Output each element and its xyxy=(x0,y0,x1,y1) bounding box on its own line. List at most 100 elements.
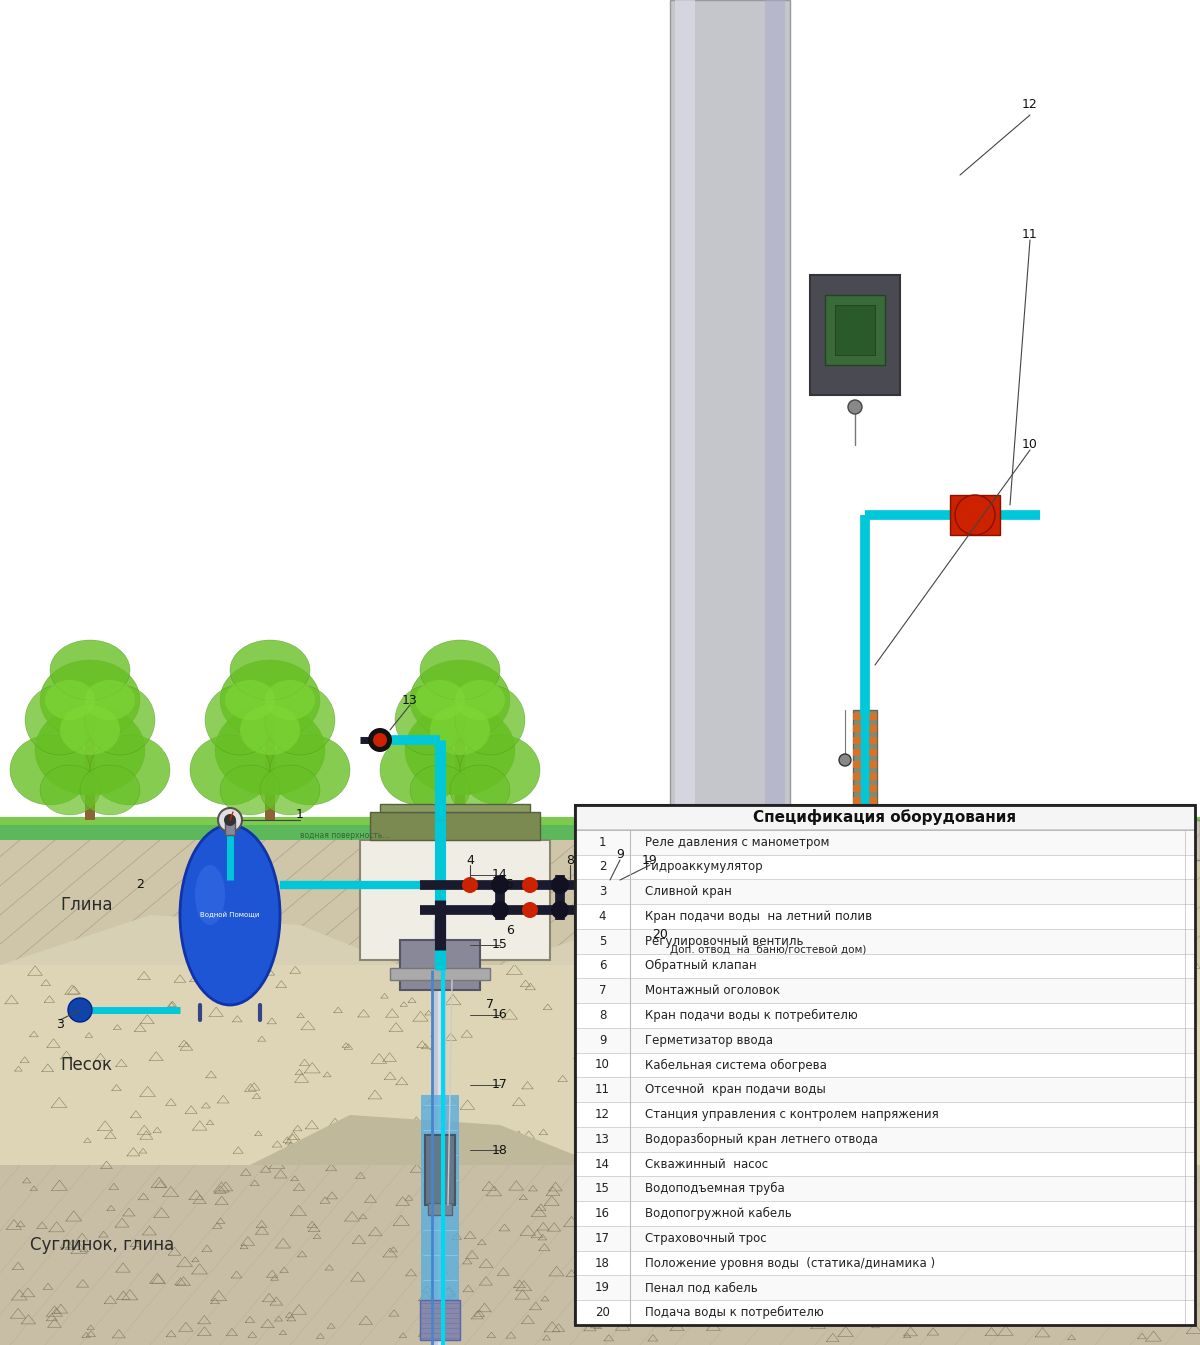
Bar xyxy=(575,854,1195,880)
Ellipse shape xyxy=(265,681,314,720)
Bar xyxy=(226,820,235,835)
Text: 9: 9 xyxy=(616,849,624,862)
Ellipse shape xyxy=(205,685,275,755)
Text: 11: 11 xyxy=(595,1083,610,1096)
Circle shape xyxy=(373,733,386,746)
Bar xyxy=(766,0,785,920)
Bar xyxy=(360,841,550,960)
Circle shape xyxy=(839,755,851,767)
Text: 4: 4 xyxy=(599,911,606,923)
Bar xyxy=(853,869,877,876)
Bar xyxy=(853,917,877,924)
Bar xyxy=(0,824,1200,841)
Circle shape xyxy=(218,808,242,833)
Circle shape xyxy=(588,868,612,892)
Text: 17: 17 xyxy=(492,1079,508,1092)
Text: 15: 15 xyxy=(595,1182,610,1196)
Circle shape xyxy=(582,877,598,893)
Text: 4: 4 xyxy=(466,854,474,866)
Circle shape xyxy=(522,877,538,893)
Text: Обратный клапан: Обратный клапан xyxy=(646,959,757,972)
Ellipse shape xyxy=(415,681,466,720)
Bar xyxy=(853,785,877,792)
Ellipse shape xyxy=(10,734,90,806)
Text: Кран подачи воды к потребителю: Кран подачи воды к потребителю xyxy=(646,1009,858,1022)
Bar xyxy=(853,905,877,912)
Bar xyxy=(853,798,877,804)
Bar xyxy=(575,1003,1195,1028)
Bar xyxy=(853,737,877,744)
Bar xyxy=(853,773,877,780)
Bar xyxy=(835,305,875,355)
Ellipse shape xyxy=(455,685,526,755)
Text: 1: 1 xyxy=(296,808,304,822)
Bar xyxy=(853,833,877,841)
Ellipse shape xyxy=(410,765,470,815)
Bar xyxy=(0,964,1200,1165)
Text: 18: 18 xyxy=(595,1256,610,1270)
Text: Страховочный трос: Страховочный трос xyxy=(646,1232,767,1245)
Bar xyxy=(428,1202,452,1215)
Ellipse shape xyxy=(240,705,300,755)
Bar xyxy=(455,720,466,820)
Bar xyxy=(853,820,877,829)
Text: 8: 8 xyxy=(599,1009,606,1022)
Bar xyxy=(390,968,490,981)
Text: 2: 2 xyxy=(136,878,144,892)
Text: Глина: Глина xyxy=(60,896,113,915)
Bar xyxy=(853,893,877,900)
Circle shape xyxy=(491,876,509,894)
Bar xyxy=(853,954,877,960)
Ellipse shape xyxy=(85,681,134,720)
Text: 3: 3 xyxy=(599,885,606,898)
Bar xyxy=(85,720,95,820)
Text: 14: 14 xyxy=(492,869,508,881)
Text: 6: 6 xyxy=(599,959,606,972)
Text: 8: 8 xyxy=(566,854,574,866)
Text: Отсечной  кран подачи воды: Отсечной кран подачи воды xyxy=(646,1083,826,1096)
Ellipse shape xyxy=(380,734,460,806)
Bar xyxy=(853,761,877,768)
Circle shape xyxy=(588,898,612,923)
Bar xyxy=(600,820,1200,859)
Text: 3: 3 xyxy=(56,1018,64,1032)
Ellipse shape xyxy=(40,660,140,740)
Bar xyxy=(425,1135,455,1205)
Bar xyxy=(853,725,877,732)
Bar xyxy=(575,929,1195,954)
Text: 12: 12 xyxy=(1022,98,1038,112)
Text: 10: 10 xyxy=(1022,438,1038,452)
Circle shape xyxy=(491,901,509,919)
Ellipse shape xyxy=(230,640,310,699)
Circle shape xyxy=(368,728,392,752)
Bar xyxy=(575,1028,1195,1053)
Bar xyxy=(380,804,530,812)
Text: Реле давления с манометром: Реле давления с манометром xyxy=(646,835,829,849)
Text: 1: 1 xyxy=(599,835,606,849)
Ellipse shape xyxy=(260,765,320,815)
Bar xyxy=(853,710,877,960)
Text: 12: 12 xyxy=(595,1108,610,1120)
Bar xyxy=(575,1077,1195,1102)
Text: 2: 2 xyxy=(599,861,606,873)
Text: Доп. отвод  на  баню/гостевой дом): Доп. отвод на баню/гостевой дом) xyxy=(670,946,866,955)
Ellipse shape xyxy=(265,685,335,755)
Text: 20: 20 xyxy=(595,1306,610,1319)
Bar xyxy=(575,1151,1195,1177)
Bar xyxy=(575,1127,1195,1151)
Ellipse shape xyxy=(25,685,95,755)
Bar xyxy=(575,1225,1195,1251)
Bar xyxy=(265,720,275,820)
Text: 16: 16 xyxy=(492,1009,508,1021)
Text: 9: 9 xyxy=(599,1034,606,1046)
Text: Подача воды к потребителю: Подача воды к потребителю xyxy=(646,1306,823,1319)
Bar xyxy=(853,929,877,936)
Text: 19: 19 xyxy=(595,1282,610,1294)
Text: 15: 15 xyxy=(492,939,508,951)
Bar xyxy=(575,1102,1195,1127)
Circle shape xyxy=(955,495,995,535)
Polygon shape xyxy=(500,915,1000,964)
Ellipse shape xyxy=(80,765,140,815)
Text: Положение уровня воды  (статика/динамика ): Положение уровня воды (статика/динамика … xyxy=(646,1256,935,1270)
Text: 14: 14 xyxy=(595,1158,610,1170)
